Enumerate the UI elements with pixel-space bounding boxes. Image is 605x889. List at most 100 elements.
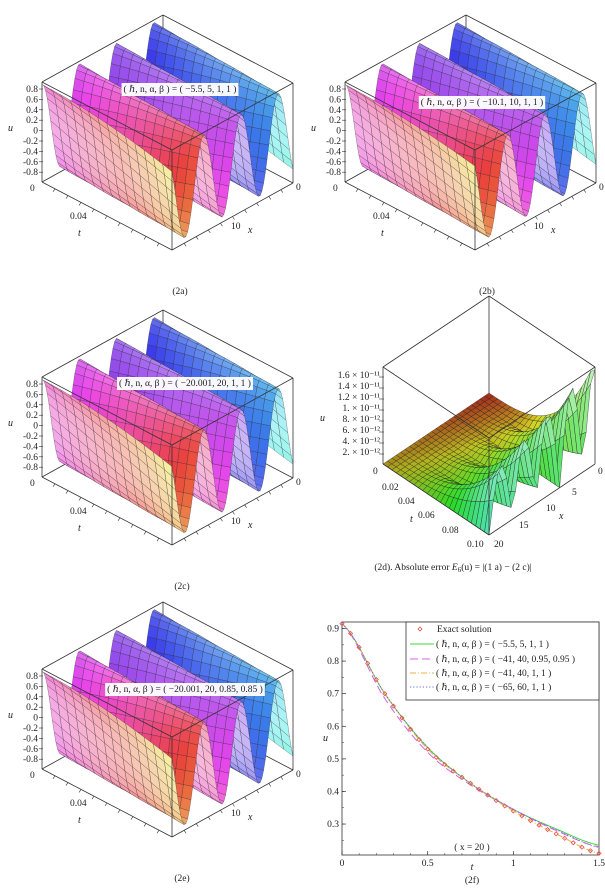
legend-label: ( ℏ, n, α, β ) = ( −5.5, 5, 1, 1 ) [436,639,549,650]
surface-patch [234,391,247,407]
surface-patch [154,346,167,362]
x-tick-mark [208,816,211,821]
x-tick-label: 0 [599,183,604,193]
z-tick-label: 4. × 10⁻¹² [343,437,381,447]
x-tick-mark [195,823,199,827]
panel-caption: (2c) [174,581,189,592]
x-tick-mark [220,810,223,814]
surface-patch [180,105,192,122]
surface-patch [184,463,197,481]
x-tick-mark [232,216,235,220]
surface-patch [183,183,195,200]
surface-patch [213,435,226,452]
surface-patch [213,140,226,157]
surface-patch [164,53,176,69]
surface-patch [250,714,262,731]
legend-label: ( ℏ, n, α, β ) = ( −41, 40, 1, 1 ) [436,668,551,679]
x-tick-label: 0 [296,478,301,488]
t-tick-label: 0 [373,467,378,477]
surface-patch [219,757,231,774]
z-tick-label: 1. × 10⁻¹¹ [343,404,381,414]
surface-patch [480,159,492,177]
x-tick-mark [523,223,526,227]
surface-patch [554,119,567,136]
surface-patch [221,451,233,468]
surface-patch [492,111,504,128]
t-tick-mark [143,236,147,240]
panel-caption: (2d). Absolute error E6(u) = |(1 a) − (2… [374,562,531,574]
surface-patch [206,711,218,728]
surface-patch [177,153,189,170]
surface-patch [250,127,262,144]
legend: Exact solution ( ℏ, n, α, β ) = ( −5.5, 5… [405,621,600,701]
x-tick-mark [220,518,223,522]
surface-patch [89,94,102,110]
surface-patch [143,415,156,430]
legend-label: Exact solution [437,625,492,635]
t-tick-mark [381,202,385,206]
z-tick-label: 1.6 × 10⁻¹¹ [338,371,380,381]
surface-patch [142,132,154,149]
t-tick-mark [143,531,147,535]
surface-patch [199,662,211,678]
t-axis-label: t [381,228,384,239]
x-tick-label: 10 [231,517,241,527]
surface-patch [170,398,183,415]
t-tick-mark [130,524,134,528]
z-tick-label: 0 [33,422,38,432]
axes-box-front [41,14,294,251]
surface-patch [224,424,237,440]
surface-patch [518,132,530,149]
x-tick-label: 1 [511,859,516,869]
surface-patch [261,702,273,719]
x-tick-mark [183,830,187,834]
panel-caption: (2b) [479,286,495,297]
t-tick-mark [78,202,82,206]
surface-patch [173,56,185,72]
surface-patch [223,142,235,159]
x-axis-label: x [247,812,253,823]
surface-patch [219,465,231,482]
surface-patch [179,141,191,157]
surface-patch [255,452,268,468]
surface-patch [182,58,195,74]
surface-patch [142,719,154,736]
surface-mesh [41,317,294,534]
surface-patch [250,422,262,439]
t-tick-label: 0.04 [373,212,390,222]
surface-patch [261,115,273,132]
surface-patch [134,412,146,428]
x-tick-mark [583,189,587,193]
annotation-text: ( ℏ, n, α, β ) = ( −20.001, 20, 0.85, 0.… [107,684,263,695]
surface-patch [170,103,183,120]
y-axis-label: u [323,733,328,744]
x-tick-mark [183,243,187,247]
x-value-annotation: ( x = 20 ) [454,842,489,853]
surface-mesh [41,22,294,239]
x-tick-mark [183,538,187,542]
x-tick-label: 0 [296,183,301,193]
y-tick-label: 0.8 [327,657,339,667]
surface-patch [244,393,256,409]
surface-patch [511,80,524,97]
x-tick-mark [195,236,199,240]
z-axis-label: u [8,418,13,429]
surface-patch [164,348,176,364]
t-tick-label: 0.04 [398,497,415,507]
z-tick-label: -0.4 [23,734,38,744]
surface-patch [478,173,491,191]
z-tick-label: 0.4 [26,106,38,116]
x-tick-mark [559,202,562,207]
surface-patch [186,450,199,467]
t-tick-mark [117,809,121,813]
surface-patch [164,640,176,656]
surface-patch [179,728,191,744]
t-tick-label: 0 [30,771,35,781]
surface-patch [173,351,185,367]
x-tick-mark [280,189,284,193]
x-tick-label: 0 [340,859,345,869]
y-tick-label: 0.6 [327,722,339,732]
surface-patch [482,146,494,163]
surface-patch [257,730,269,747]
surface-patch [454,138,466,155]
